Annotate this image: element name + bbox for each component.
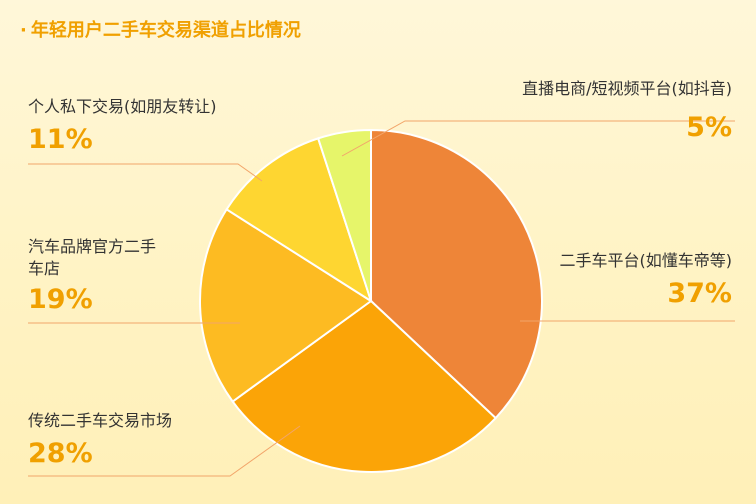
title-text: 年轻用户二手车交易渠道占比情况 [30,20,301,41]
slice-label-livestream: 直播电商/短视频平台(如抖音) [522,79,732,98]
pie-slice-official [199,207,373,403]
title-bullet: · [20,20,27,41]
slice-value-traditional: 28% [28,438,93,469]
leader-line-traditional [28,425,301,477]
slice-value-official: 19% [28,284,93,315]
pie-slice-platform [370,128,544,420]
slice-label-platform: 二手车平台(如懂车帝等) [559,251,733,270]
pie-slice-private [225,137,373,304]
slice-value-private: 11% [28,124,93,155]
chart-title: · 年轻用户二手车交易渠道占比情况 [20,16,301,42]
pie-slice-livestream [316,128,372,302]
leader-line-livestream [341,120,735,157]
leader-line-private [28,163,263,182]
slice-value-platform: 37% [667,278,732,309]
slice-label-traditional: 传统二手车交易市场 [28,411,173,430]
pie-slice-traditional [231,299,498,473]
slice-value-livestream: 5% [686,112,732,143]
slice-label-official: 汽车品牌官方二手车店 [28,237,157,278]
slice-label-private: 个人私下交易(如朋友转让) [28,97,217,116]
